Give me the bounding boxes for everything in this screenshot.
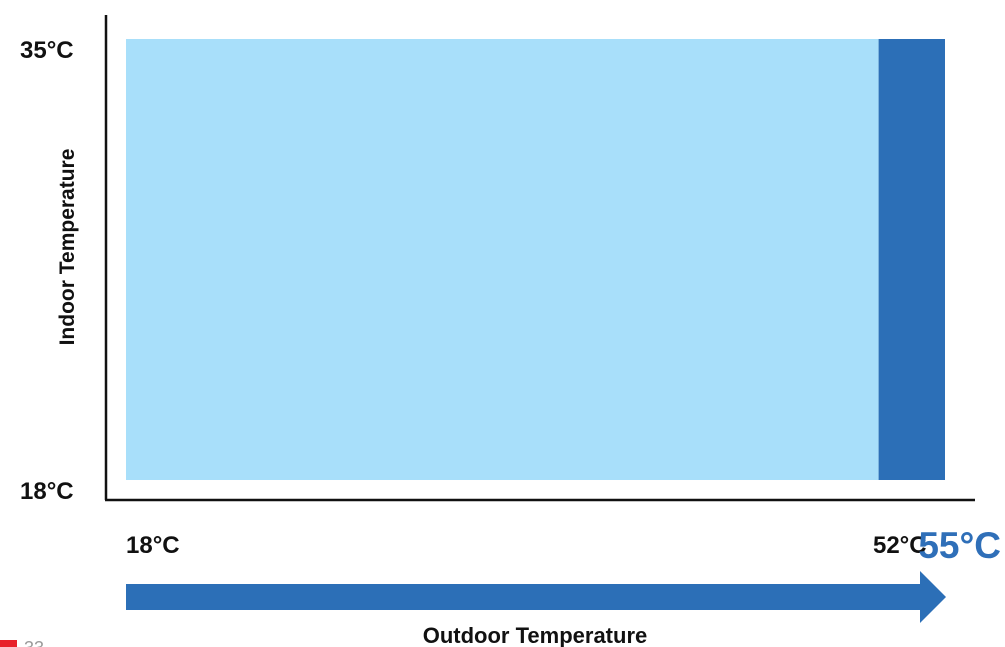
y-tick-label-18: 18°C bbox=[20, 478, 74, 505]
x-tick-label-55: 55°C bbox=[918, 525, 1001, 566]
x-axis-title: Outdoor Temperature bbox=[423, 623, 648, 647]
corner-mark bbox=[0, 640, 17, 647]
outdoor-temperature-arrow bbox=[126, 571, 946, 623]
page-number: 33 bbox=[24, 638, 44, 647]
y-tick-label-35: 35°C bbox=[20, 37, 74, 64]
range-region-1 bbox=[126, 39, 879, 480]
range-region-2 bbox=[878, 39, 945, 480]
x-tick-label-52: 52°C bbox=[873, 532, 927, 559]
y-tick-labels: 35°C 18°C bbox=[20, 37, 74, 505]
x-tick-label-18: 18°C bbox=[126, 532, 180, 559]
range-regions bbox=[126, 39, 945, 480]
x-tick-labels: 18°C 52°C55°C bbox=[126, 525, 1001, 566]
y-axis-title: Indoor Temperature bbox=[56, 149, 79, 346]
